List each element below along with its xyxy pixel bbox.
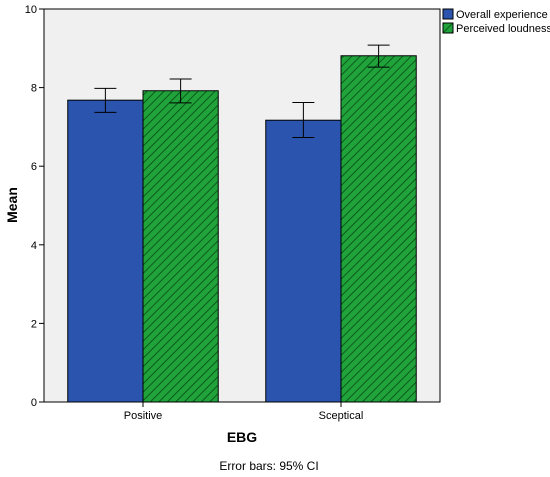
y-tick-label: 8 xyxy=(31,83,37,95)
legend-swatch-perceived-loudness xyxy=(442,22,454,34)
y-axis-title: Mean xyxy=(4,187,20,223)
y-axis: 0 2 4 6 8 10 xyxy=(25,4,44,409)
legend-label-perceived-loudness: Perceived loudness xyxy=(456,23,550,35)
y-tick-label: 10 xyxy=(25,4,37,16)
legend-swatch-overall-experience xyxy=(442,8,454,20)
bar-overall-experience-positive xyxy=(67,99,144,403)
error-bar-group xyxy=(94,44,390,139)
y-tick-label: 6 xyxy=(31,161,37,173)
x-tick-label: Positive xyxy=(124,410,163,422)
y-tick-label: 2 xyxy=(31,318,37,330)
bar-perceived-loudness-positive xyxy=(142,90,219,403)
x-axis: Positive Sceptical xyxy=(124,402,364,422)
legend-label-overall-experience: Overall experience xyxy=(456,9,548,21)
error-bars-footnote: Error bars: 95% CI xyxy=(219,459,318,473)
bar-overall-experience-sceptical xyxy=(265,119,342,403)
x-axis-title: EBG xyxy=(227,429,257,445)
y-tick-label: 4 xyxy=(31,240,37,252)
legend: Overall experience Perceived loudness xyxy=(442,8,550,35)
bar-perceived-loudness-sceptical xyxy=(340,55,417,403)
y-tick-label: 0 xyxy=(31,397,37,409)
x-tick-label: Sceptical xyxy=(319,410,364,422)
